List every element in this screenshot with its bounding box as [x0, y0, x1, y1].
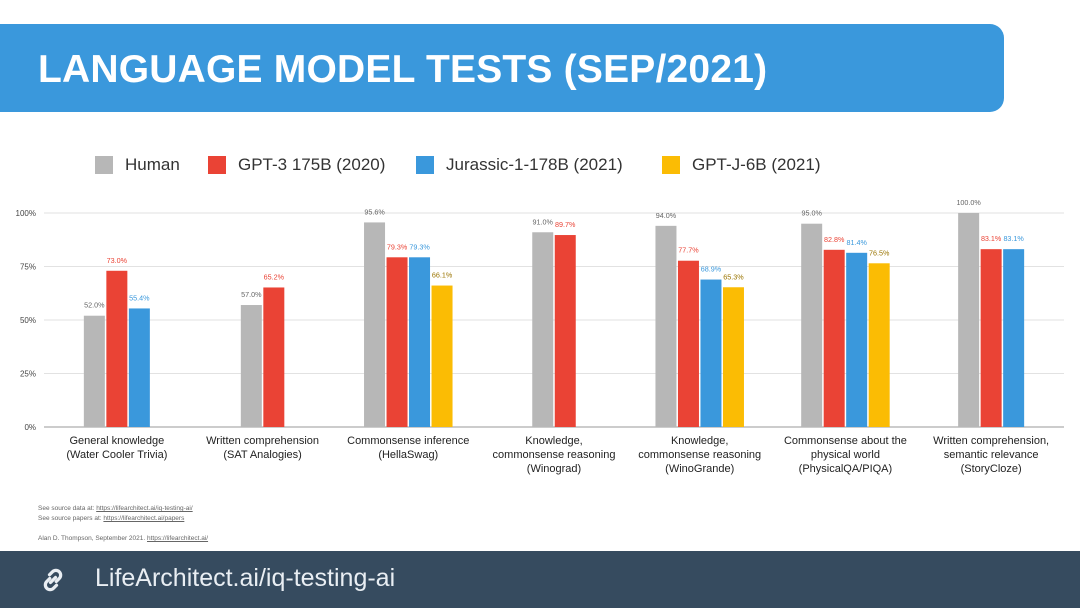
legend-item-gptj: GPT-J-6B (2021) — [662, 151, 821, 179]
x-tick-label: Written comprehension (SAT Analogies) — [206, 435, 319, 461]
author-prefix: Alan D. Thompson, September 2021. — [38, 535, 147, 542]
bar — [554, 235, 576, 427]
source-papers-line: See source papers at: https://lifearchit… — [38, 515, 184, 522]
y-tick-label: 50% — [20, 316, 36, 325]
legend-swatch-gptj — [662, 156, 680, 174]
bar — [677, 260, 699, 427]
legend-label-jurassic: Jurassic-1-178B (2021) — [446, 155, 623, 174]
x-tick-label: Knowledge, commonsense reasoning (Winograd… — [493, 435, 616, 475]
data-label: 94.0% — [656, 211, 677, 220]
bar — [409, 257, 431, 427]
bar — [431, 285, 453, 427]
legend-item-jurassic: Jurassic-1-178B (2021) — [416, 151, 623, 179]
data-label: 66.1% — [432, 271, 453, 280]
data-label: 100.0% — [956, 198, 981, 207]
data-label: 83.1% — [981, 234, 1002, 243]
bar — [722, 287, 744, 427]
legend-item-human: Human — [95, 151, 180, 179]
bar — [980, 249, 1002, 427]
legend-label-gpt3: GPT-3 175B (2020) — [238, 155, 386, 174]
source-data-line: See source data at: https://lifearchitec… — [38, 505, 193, 512]
bar — [700, 279, 722, 427]
link-icon — [43, 568, 63, 592]
source-data-prefix: See source data at: — [38, 505, 97, 512]
bar — [263, 287, 285, 427]
data-label: 95.0% — [801, 209, 822, 218]
y-tick-label: 75% — [20, 263, 36, 272]
bar — [240, 305, 262, 427]
legend-label-human: Human — [125, 155, 180, 174]
x-tick-label: General knowledge (Water Cooler Trivia) — [66, 435, 167, 461]
bar — [1003, 249, 1025, 427]
legend-item-gpt3: GPT-3 175B (2020) — [208, 151, 385, 179]
bar — [532, 232, 554, 427]
data-label: 76.5% — [869, 248, 890, 257]
data-label: 65.3% — [723, 272, 744, 281]
footer-link[interactable]: LifeArchitect.ai/iq-testing-ai — [95, 564, 396, 592]
source-papers-link[interactable]: https://lifearchitect.ai/papers — [103, 515, 185, 522]
x-tick-label: Knowledge, commonsense reasoning (WinoGran… — [638, 435, 761, 475]
bar-chart: 0% 25% 50% 75% 100% 52.0% 73.0% 55.4% General kn… — [16, 198, 1064, 475]
data-label: 79.3% — [387, 242, 408, 251]
bar — [364, 222, 386, 427]
bar — [655, 225, 677, 427]
bar — [128, 308, 150, 427]
data-label: 79.3% — [409, 242, 430, 251]
data-label: 52.0% — [84, 301, 105, 310]
bar — [106, 270, 128, 427]
bar — [83, 315, 105, 427]
source-data-link[interactable]: https://lifearchitect.ai/iq-testing-ai/ — [96, 505, 193, 512]
data-label: 73.0% — [107, 256, 128, 265]
chart-legend: Human GPT-3 175B (2020) Jurassic-1-178B … — [0, 151, 1080, 179]
data-label: 89.7% — [555, 220, 576, 229]
x-tick-label: Commonsense about the physical world (Phys… — [784, 435, 907, 475]
bar — [801, 223, 823, 427]
bar — [386, 257, 408, 427]
page-title: LANGUAGE MODEL TESTS (SEP/2021) — [38, 48, 768, 91]
data-label: 82.8% — [824, 235, 845, 244]
bar — [868, 263, 890, 427]
legend-swatch-gpt3 — [208, 156, 226, 174]
data-label: 68.9% — [701, 265, 722, 274]
x-tick-label: Commonsense inference (HellaSwag) — [347, 435, 469, 461]
bar — [958, 213, 980, 427]
data-label: 57.0% — [241, 290, 262, 299]
title-banner: LANGUAGE MODEL TESTS (SEP/2021) — [0, 24, 1004, 112]
legend-label-gptj: GPT-J-6B (2021) — [692, 155, 821, 174]
data-label: 91.0% — [533, 217, 554, 226]
source-papers-prefix: See source papers at: — [38, 515, 104, 522]
legend-swatch-human — [95, 156, 113, 174]
y-tick-label: 0% — [24, 423, 36, 432]
data-label: 77.7% — [678, 246, 699, 255]
author-line: Alan D. Thompson, September 2021. https:… — [38, 535, 208, 542]
footer-bar: LifeArchitect.ai/iq-testing-ai — [0, 551, 1080, 608]
data-label: 55.4% — [129, 293, 150, 302]
data-label: 95.6% — [364, 207, 385, 216]
bar — [846, 252, 868, 427]
data-label: 83.1% — [1003, 234, 1024, 243]
x-tick-label: Written comprehension, semantic relevance… — [933, 435, 1049, 475]
author-link[interactable]: https://lifearchitect.ai/ — [147, 535, 209, 542]
y-tick-label: 25% — [20, 370, 36, 379]
bar — [823, 249, 845, 427]
y-tick-label: 100% — [16, 209, 36, 218]
legend-swatch-jurassic — [416, 156, 434, 174]
data-label: 65.2% — [264, 272, 285, 281]
data-label: 81.4% — [846, 238, 867, 247]
